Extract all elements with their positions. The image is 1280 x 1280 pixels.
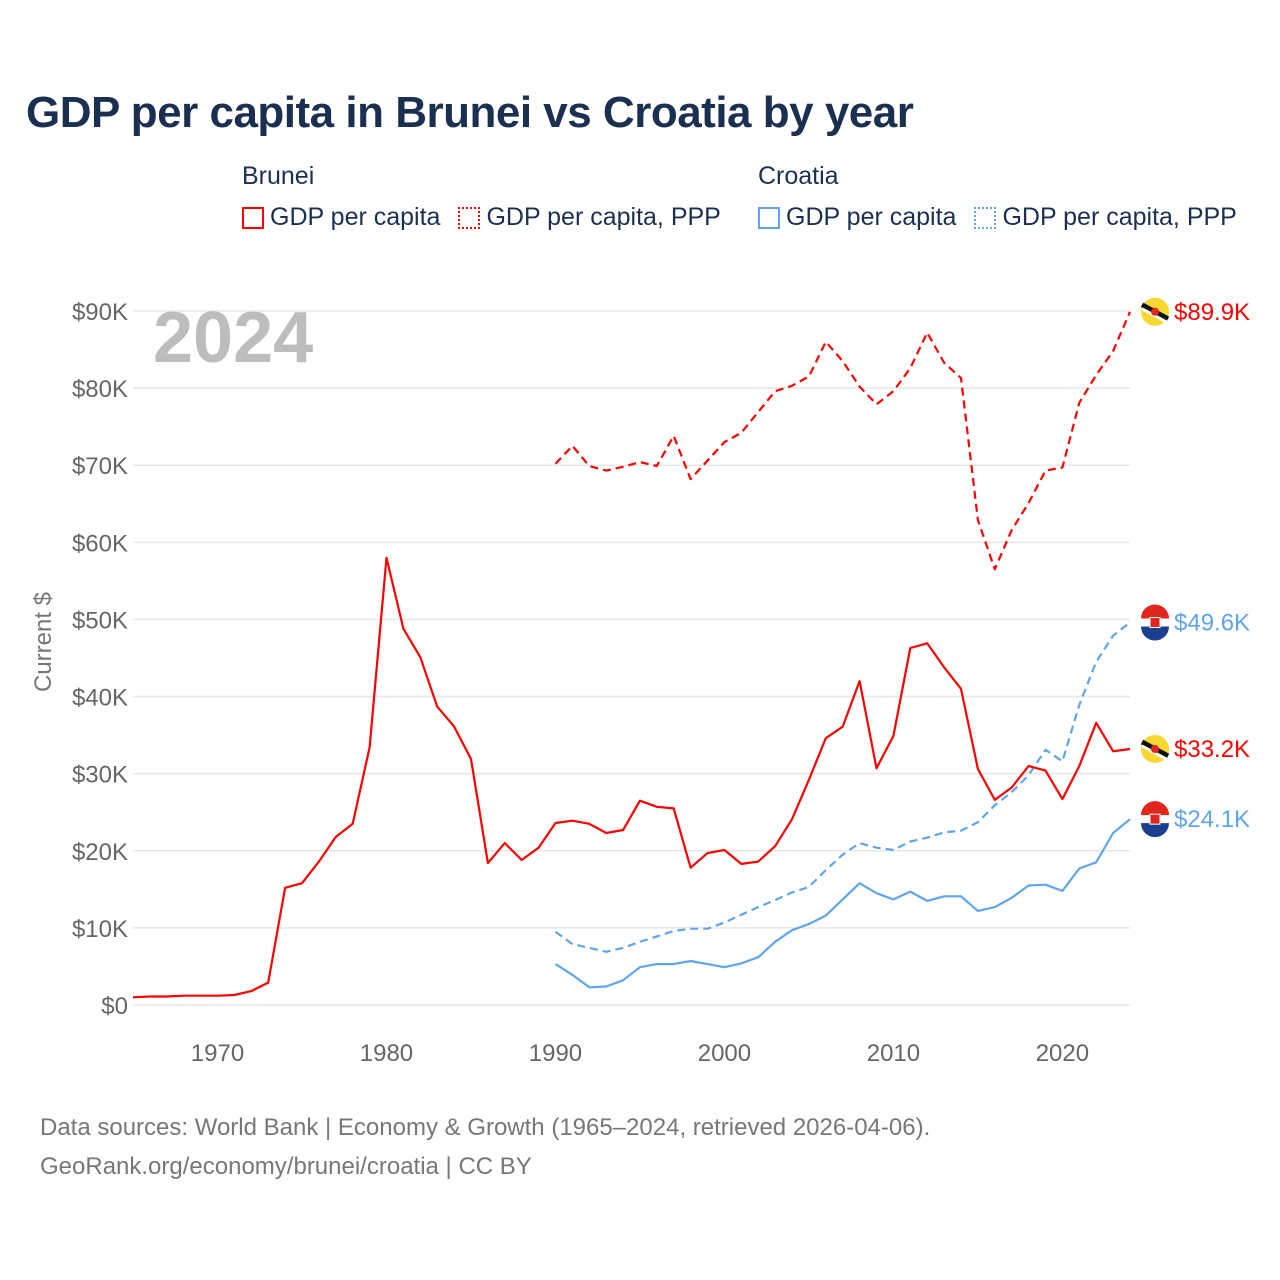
y-tick-label: $10K (72, 916, 128, 943)
flag-shield (1149, 617, 1161, 629)
source-link[interactable]: GeoRank.org/economy/brunei/croatia | CC … (40, 1153, 532, 1180)
x-tick-label: 2000 (698, 1040, 751, 1067)
legend-item-brunei-ppp[interactable]: GDP per capita, PPP (458, 203, 721, 232)
croatia-flag-icon (1141, 801, 1169, 838)
series-line-croatia-gdp-per-capita-ppp (554, 621, 1131, 953)
y-tick-label: $80K (72, 376, 128, 403)
y-tick-label: $30K (72, 762, 128, 789)
x-tick-label: 1990 (529, 1040, 582, 1067)
footer: Data sources: World Bank | Economy & Gro… (40, 1108, 930, 1186)
legend-swatch-dotted (458, 206, 481, 229)
flag-emblem (1151, 307, 1159, 316)
legend-group-brunei: Brunei GDP per capita GDP per capita, PP… (242, 162, 721, 232)
legend-item-croatia-ppp[interactable]: GDP per capita, PPP (974, 203, 1237, 232)
x-tick-label: 1970 (191, 1040, 244, 1067)
legend-label: GDP per capita (786, 203, 957, 231)
flag-red (1141, 604, 1169, 619)
y-tick-label: $70K (72, 453, 128, 480)
x-tick-label: 2010 (867, 1040, 920, 1067)
legend-label: GDP per capita (270, 203, 441, 231)
end-value-label: $49.6K (1174, 610, 1250, 637)
x-tick-label: 2020 (1036, 1040, 1089, 1067)
legend-item-brunei-gdp[interactable]: GDP per capita (242, 203, 440, 232)
legend-label: GDP per capita, PPP (1002, 203, 1237, 231)
brunei-flag-icon (1140, 734, 1170, 763)
flag-blue (1141, 626, 1169, 641)
legend-swatch-dotted (974, 206, 997, 229)
y-tick-label: $50K (72, 607, 128, 634)
year-watermark: 2024 (153, 298, 313, 378)
series-line-brunei-gdp-per-capita (132, 556, 1131, 999)
brunei-flag-icon (1140, 297, 1170, 326)
y-tick-label: $60K (72, 530, 128, 557)
end-value-label: $24.1K (1174, 806, 1250, 833)
flag-blue (1141, 823, 1169, 838)
flag-red (1141, 801, 1169, 816)
legend-swatch-solid (242, 206, 264, 229)
flag-emblem (1151, 744, 1159, 753)
y-tick-label: $40K (72, 685, 128, 712)
legend-item-croatia-gdp[interactable]: GDP per capita (758, 203, 956, 232)
legend-label: GDP per capita, PPP (486, 203, 721, 231)
legend-swatch-solid (758, 206, 780, 229)
series-line-croatia-gdp-per-capita (554, 818, 1131, 989)
y-tick-label: $90K (72, 299, 128, 326)
x-tick-label: 1980 (360, 1040, 413, 1067)
y-tick-label: $0 (101, 993, 128, 1020)
croatia-flag-icon (1141, 604, 1169, 641)
end-value-label: $33.2K (1174, 736, 1250, 763)
chart-title: GDP per capita in Brunei vs Croatia by y… (26, 88, 914, 137)
end-value-label: $89.9K (1174, 299, 1250, 326)
series-line-brunei-gdp-per-capita-ppp (554, 311, 1132, 571)
legend-group-label: Croatia (758, 162, 839, 190)
flag-shield (1149, 813, 1161, 825)
y-axis-label: Current $ (30, 592, 57, 692)
data-sources: Data sources: World Bank | Economy & Gro… (40, 1114, 931, 1141)
legend-group-label: Brunei (242, 162, 315, 190)
legend-group-croatia: Croatia GDP per capita GDP per capita, P… (758, 162, 1237, 232)
y-tick-label: $20K (72, 839, 128, 866)
